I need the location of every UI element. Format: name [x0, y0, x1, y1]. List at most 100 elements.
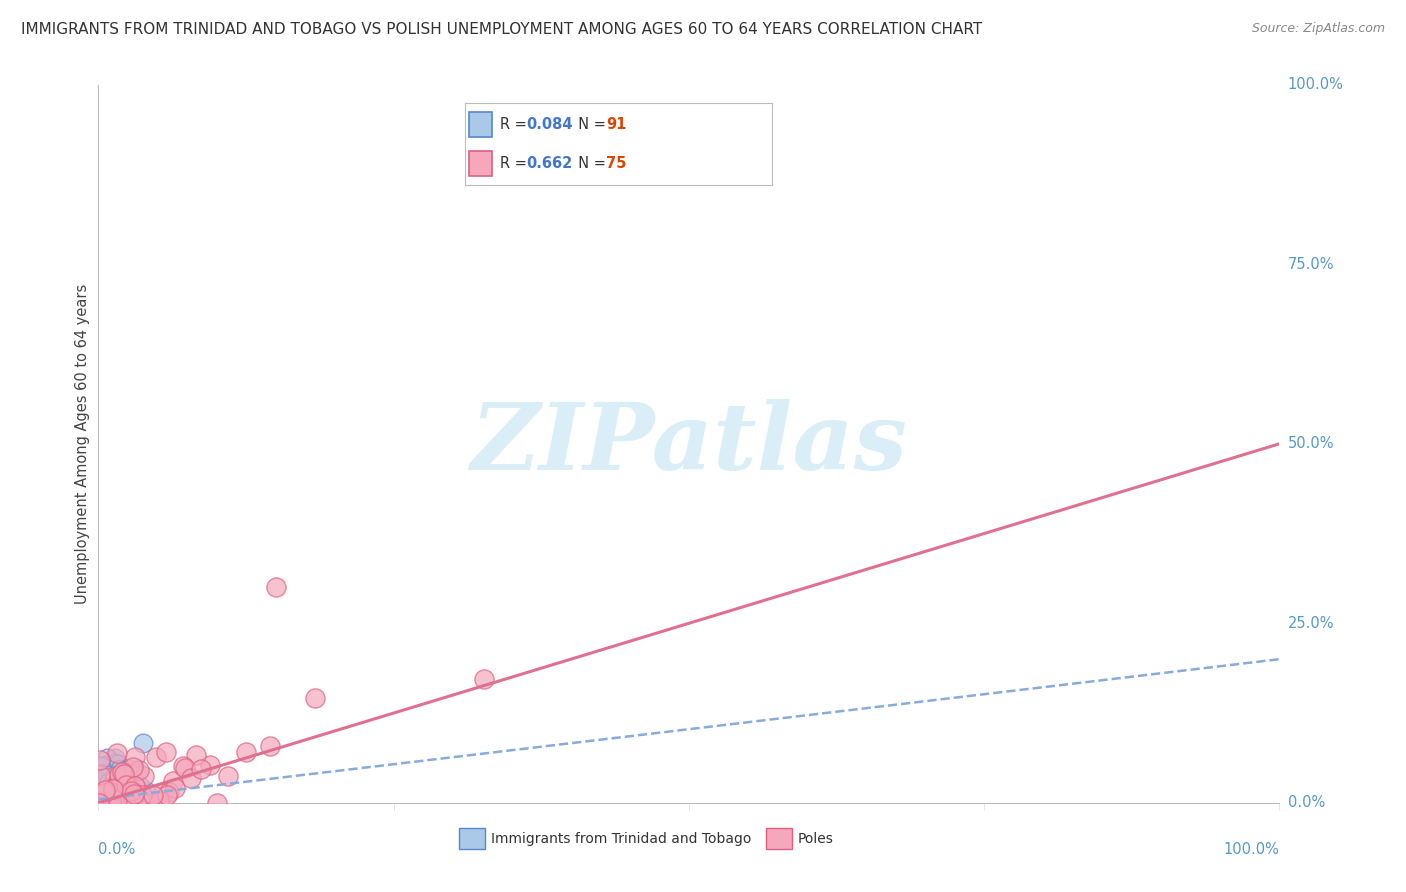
Point [105, 787, 128, 801]
Point [107, 796, 129, 810]
Point [96, 794, 118, 808]
Point [259, 739, 281, 753]
Point [105, 792, 128, 806]
Point [100, 795, 122, 809]
Point [89, 775, 111, 789]
Text: 0.0%: 0.0% [98, 842, 135, 857]
Point [94, 788, 117, 802]
Point [145, 750, 167, 764]
Point [122, 787, 145, 801]
Point [97, 776, 120, 790]
Point [142, 788, 165, 802]
Point [105, 780, 128, 795]
Point [131, 788, 153, 802]
Point [114, 796, 136, 810]
Point [89, 753, 111, 767]
Point [94, 785, 117, 799]
Point [93, 789, 115, 803]
Point [94, 772, 117, 786]
Point [114, 796, 136, 810]
Point [94, 789, 117, 803]
Point [97, 784, 120, 798]
Point [131, 736, 153, 750]
Point [118, 781, 141, 796]
Point [89, 792, 111, 806]
Point [98, 796, 121, 810]
Point [97, 794, 120, 808]
Point [97, 785, 120, 799]
Point [94, 796, 117, 810]
Point [94, 789, 117, 804]
FancyBboxPatch shape [766, 828, 792, 849]
Point [89, 768, 111, 782]
Point [87, 789, 110, 804]
Point [89, 796, 111, 810]
Point [107, 778, 129, 792]
Point [120, 796, 142, 810]
Point [104, 790, 127, 805]
Point [121, 785, 143, 799]
Point [472, 673, 495, 687]
Point [108, 762, 131, 776]
Point [93, 796, 115, 810]
Point [98, 780, 121, 794]
Point [110, 796, 132, 810]
Text: ZIPatlas: ZIPatlas [471, 399, 907, 489]
Point [124, 749, 146, 764]
Text: 0.0%: 0.0% [1288, 796, 1324, 810]
Point [103, 795, 125, 809]
Point [117, 796, 139, 810]
Point [108, 796, 131, 810]
Point [132, 796, 155, 810]
Point [96, 785, 118, 799]
Point [93, 790, 115, 805]
Point [90, 792, 112, 806]
Point [129, 785, 152, 799]
Point [114, 778, 136, 792]
Point [141, 793, 163, 807]
Point [91, 791, 114, 805]
Point [108, 768, 131, 782]
Point [165, 780, 187, 795]
Point [98, 777, 121, 791]
Point [148, 796, 170, 810]
Point [157, 785, 180, 799]
Point [90, 796, 112, 810]
Point [110, 787, 132, 801]
Point [152, 786, 174, 800]
Point [96, 796, 118, 810]
Point [96, 795, 118, 809]
Point [120, 784, 142, 798]
Point [100, 792, 122, 806]
Point [122, 792, 145, 806]
Point [93, 775, 115, 789]
Point [94, 789, 117, 804]
Text: Poles: Poles [797, 831, 834, 846]
Point [110, 781, 132, 796]
Point [101, 782, 124, 797]
Point [93, 770, 115, 784]
Point [125, 764, 148, 779]
Point [96, 768, 118, 782]
Point [155, 788, 177, 802]
Point [122, 760, 145, 774]
Point [105, 747, 128, 761]
Point [124, 779, 146, 793]
Point [121, 764, 143, 778]
Point [89, 764, 111, 779]
Point [108, 776, 131, 790]
Text: 100.0%: 100.0% [1223, 842, 1279, 857]
Point [148, 793, 170, 807]
Point [264, 581, 287, 595]
Point [96, 789, 118, 804]
Point [96, 792, 118, 806]
Point [128, 763, 150, 777]
Point [97, 795, 120, 809]
Point [112, 767, 135, 781]
Point [97, 767, 120, 781]
Point [129, 796, 152, 810]
Point [94, 783, 117, 797]
Point [217, 769, 239, 783]
Point [107, 775, 129, 789]
Point [112, 776, 135, 790]
